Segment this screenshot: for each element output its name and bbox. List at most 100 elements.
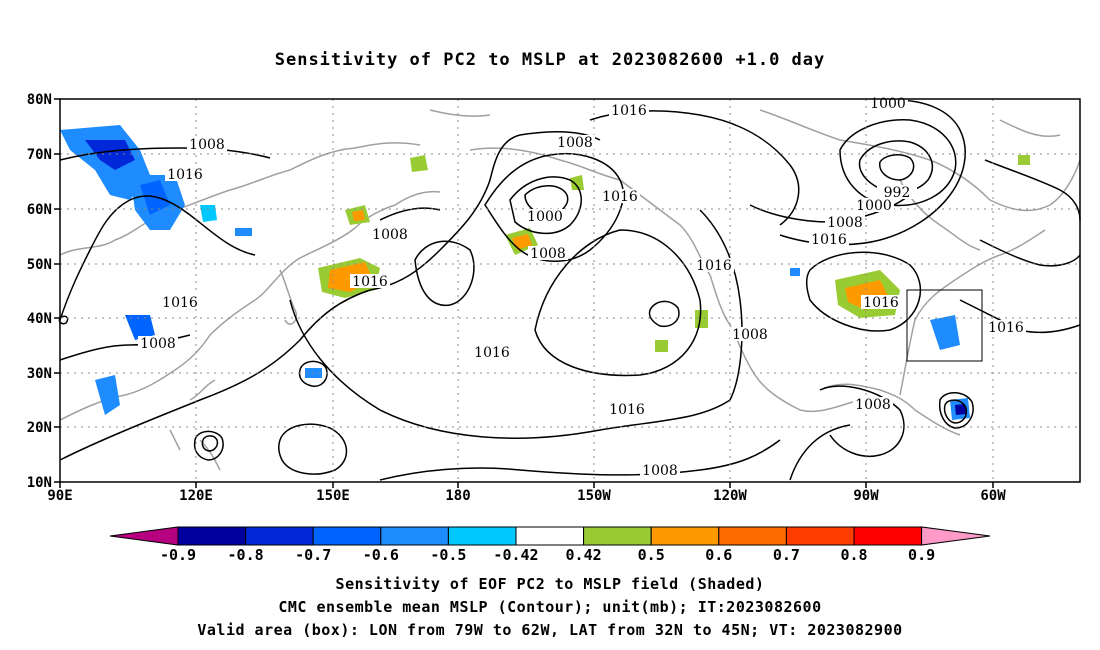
- svg-text:1016: 1016: [863, 295, 899, 311]
- colorbar-labels: -0.9 -0.8 -0.7 -0.6 -0.5 -0.42 0.42 0.5 0.6 0.7 0.…: [160, 546, 935, 564]
- contour-label: 1016: [607, 402, 647, 418]
- longitude-labels: 90E 120E 150E 180 150W 120W 90W 60W: [47, 482, 1006, 504]
- chart-title: Sensitivity of PC2 to MSLP at 2023082600…: [274, 50, 826, 70]
- svg-text:1008: 1008: [530, 246, 566, 262]
- colorbar-low-arrow: [109, 526, 179, 546]
- lat-label: 20N: [27, 420, 52, 436]
- contour-label: 1016: [609, 103, 649, 119]
- svg-text:992: 992: [884, 185, 911, 201]
- lon-label: 150E: [316, 488, 350, 504]
- contour-labels: 1008101610081016101610081016100810161000…: [138, 96, 1026, 479]
- svg-text:1008: 1008: [855, 397, 891, 413]
- colorbar-swatch: [245, 526, 314, 546]
- contour-label: 1016: [600, 189, 640, 205]
- svg-text:1016: 1016: [352, 274, 388, 290]
- contour-label: 1008: [853, 397, 893, 413]
- contour-label: 1016: [861, 295, 901, 311]
- colorbar-swatch: [853, 526, 923, 546]
- contour-label: 1008: [370, 227, 410, 243]
- contour-label: 1016: [809, 232, 849, 248]
- contour-label: 1016: [165, 167, 205, 183]
- lat-label: 30N: [27, 366, 52, 382]
- colorbar: [109, 526, 991, 546]
- colorbar-swatch: [785, 526, 855, 546]
- contour-label: 1016: [350, 274, 390, 290]
- contour-label: 1008: [825, 215, 865, 231]
- colorbar-swatch: [177, 526, 247, 546]
- contour-label: 1016: [160, 295, 200, 311]
- svg-text:1016: 1016: [811, 232, 847, 248]
- contour-label: 1008: [555, 135, 595, 151]
- contour-label: 1008: [730, 327, 770, 343]
- colorbar-label: -0.42: [493, 546, 538, 564]
- svg-text:1016: 1016: [602, 189, 638, 205]
- contour-label: 1016: [472, 345, 512, 361]
- svg-text:1008: 1008: [642, 463, 678, 479]
- svg-text:1008: 1008: [372, 227, 408, 243]
- colorbar-swatch: [380, 526, 449, 546]
- latitude-labels: 80N 70N 60N 50N 40N 30N 20N 10N: [27, 92, 60, 491]
- lat-label: 70N: [27, 147, 52, 163]
- colorbar-label: 0.8: [840, 546, 867, 564]
- colorbar-label: 0.7: [773, 546, 800, 564]
- svg-text:1008: 1008: [189, 137, 225, 153]
- lon-label: 180: [445, 488, 470, 504]
- svg-text:1000: 1000: [870, 96, 906, 112]
- lat-label: 80N: [27, 92, 52, 108]
- colorbar-label: -0.5: [430, 546, 466, 564]
- svg-text:1016: 1016: [162, 295, 198, 311]
- gridlines: [60, 99, 1080, 482]
- colorbar-label: -0.7: [295, 546, 331, 564]
- contour-label: 1016: [694, 258, 734, 274]
- sensitivity-shading: [60, 125, 1030, 420]
- svg-text:1000: 1000: [527, 209, 563, 225]
- contour-label: 1000: [854, 198, 894, 214]
- lon-label: 150W: [577, 488, 611, 504]
- colorbar-swatch: [583, 526, 652, 546]
- mslp-contours: [58, 99, 1081, 481]
- colorbar-label: -0.8: [228, 546, 264, 564]
- lat-label: 10N: [27, 475, 52, 491]
- contour-label: 1008: [640, 463, 680, 479]
- colorbar-label: -0.9: [160, 546, 196, 564]
- colorbar-label: 0.5: [638, 546, 665, 564]
- lat-label: 40N: [27, 311, 52, 327]
- caption-shading: Sensitivity of EOF PC2 to MSLP field (Sh…: [335, 575, 765, 593]
- svg-text:1016: 1016: [696, 258, 732, 274]
- svg-text:1008: 1008: [732, 327, 768, 343]
- colorbar-label: 0.42: [566, 546, 602, 564]
- svg-text:1016: 1016: [611, 103, 647, 119]
- colorbar-high-arrow: [921, 526, 991, 546]
- colorbar-swatch: [312, 526, 382, 546]
- lat-label: 50N: [27, 257, 52, 273]
- caption-contour: CMC ensemble mean MSLP (Contour); unit(m…: [278, 598, 822, 616]
- colorbar-swatch: [447, 526, 517, 546]
- colorbar-label: 0.6: [705, 546, 732, 564]
- lon-label: 60W: [980, 488, 1006, 504]
- svg-text:1016: 1016: [609, 402, 645, 418]
- svg-text:1008: 1008: [557, 135, 593, 151]
- svg-text:1016: 1016: [167, 167, 203, 183]
- contour-label: 1008: [528, 246, 568, 262]
- colorbar-swatch: [650, 526, 720, 546]
- svg-text:1008: 1008: [827, 215, 863, 231]
- plot-frame: [59, 98, 1081, 483]
- caption-valid-area: Valid area (box): LON from 79W to 62W, L…: [197, 621, 903, 639]
- lon-label: 90E: [47, 488, 72, 504]
- contour-label: 1016: [986, 320, 1026, 336]
- lat-label: 60N: [27, 202, 52, 218]
- contour-label: 1008: [138, 336, 178, 352]
- svg-text:1016: 1016: [474, 345, 510, 361]
- colorbar-swatch: [718, 526, 787, 546]
- contour-label: 1008: [187, 137, 227, 153]
- contour-label: 992: [877, 185, 917, 201]
- colorbar-label: 0.9: [908, 546, 935, 564]
- svg-text:1016: 1016: [988, 320, 1024, 336]
- svg-text:1008: 1008: [140, 336, 176, 352]
- colorbar-label: -0.6: [363, 546, 399, 564]
- lon-label: 120E: [179, 488, 213, 504]
- contour-label: 1000: [525, 209, 565, 225]
- lon-label: 120W: [713, 488, 747, 504]
- colorbar-swatch: [515, 526, 585, 546]
